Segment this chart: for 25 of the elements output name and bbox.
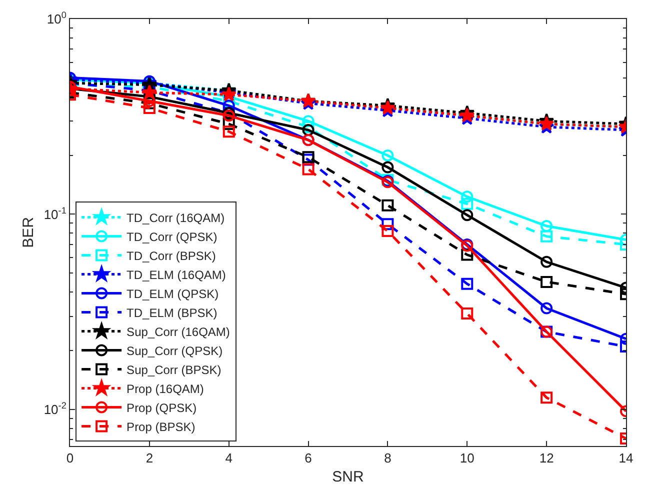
legend-label: TD_Corr (16QAM) bbox=[126, 210, 225, 225]
x-tick-label: 6 bbox=[304, 450, 312, 466]
y-tick-label: 10$^{0}$ bbox=[46, 10, 66, 27]
legend-label: TD_ELM (16QAM) bbox=[126, 268, 226, 282]
y-axis-title: BER bbox=[20, 216, 38, 248]
legend-label: TD_Corr (QPSK) bbox=[126, 230, 218, 244]
x-tick-label: 2 bbox=[146, 450, 154, 466]
x-axis-title: SNR bbox=[332, 468, 364, 486]
legend-label: TD_ELM (BPSK) bbox=[126, 306, 218, 320]
x-tick-label: 12 bbox=[539, 450, 554, 466]
x-tick-label: 4 bbox=[225, 450, 232, 466]
y-tick-label: 10$^{-1}$ bbox=[44, 205, 66, 222]
y-tick-label: 10$^{-2}$ bbox=[44, 400, 66, 418]
x-tick-label: 10 bbox=[460, 450, 474, 466]
legend-label: TD_ELM (QPSK) bbox=[126, 286, 219, 301]
x-tick-label: 0 bbox=[66, 450, 74, 466]
x-tick-label: 8 bbox=[384, 450, 392, 466]
legend-label: Prop (16QAM) bbox=[126, 382, 204, 396]
legend-label: Sup_Corr (16QAM) bbox=[126, 324, 230, 339]
legend-label: Prop (BPSK) bbox=[126, 420, 196, 434]
legend-label: Prop (QPSK) bbox=[126, 400, 197, 415]
legend-label: TD_Corr (BPSK) bbox=[126, 248, 216, 263]
x-tick-label: 14 bbox=[618, 450, 634, 466]
legend-label: Sup_Corr (QPSK) bbox=[126, 344, 223, 358]
legend-label: Sup_Corr (BPSK) bbox=[126, 362, 222, 377]
